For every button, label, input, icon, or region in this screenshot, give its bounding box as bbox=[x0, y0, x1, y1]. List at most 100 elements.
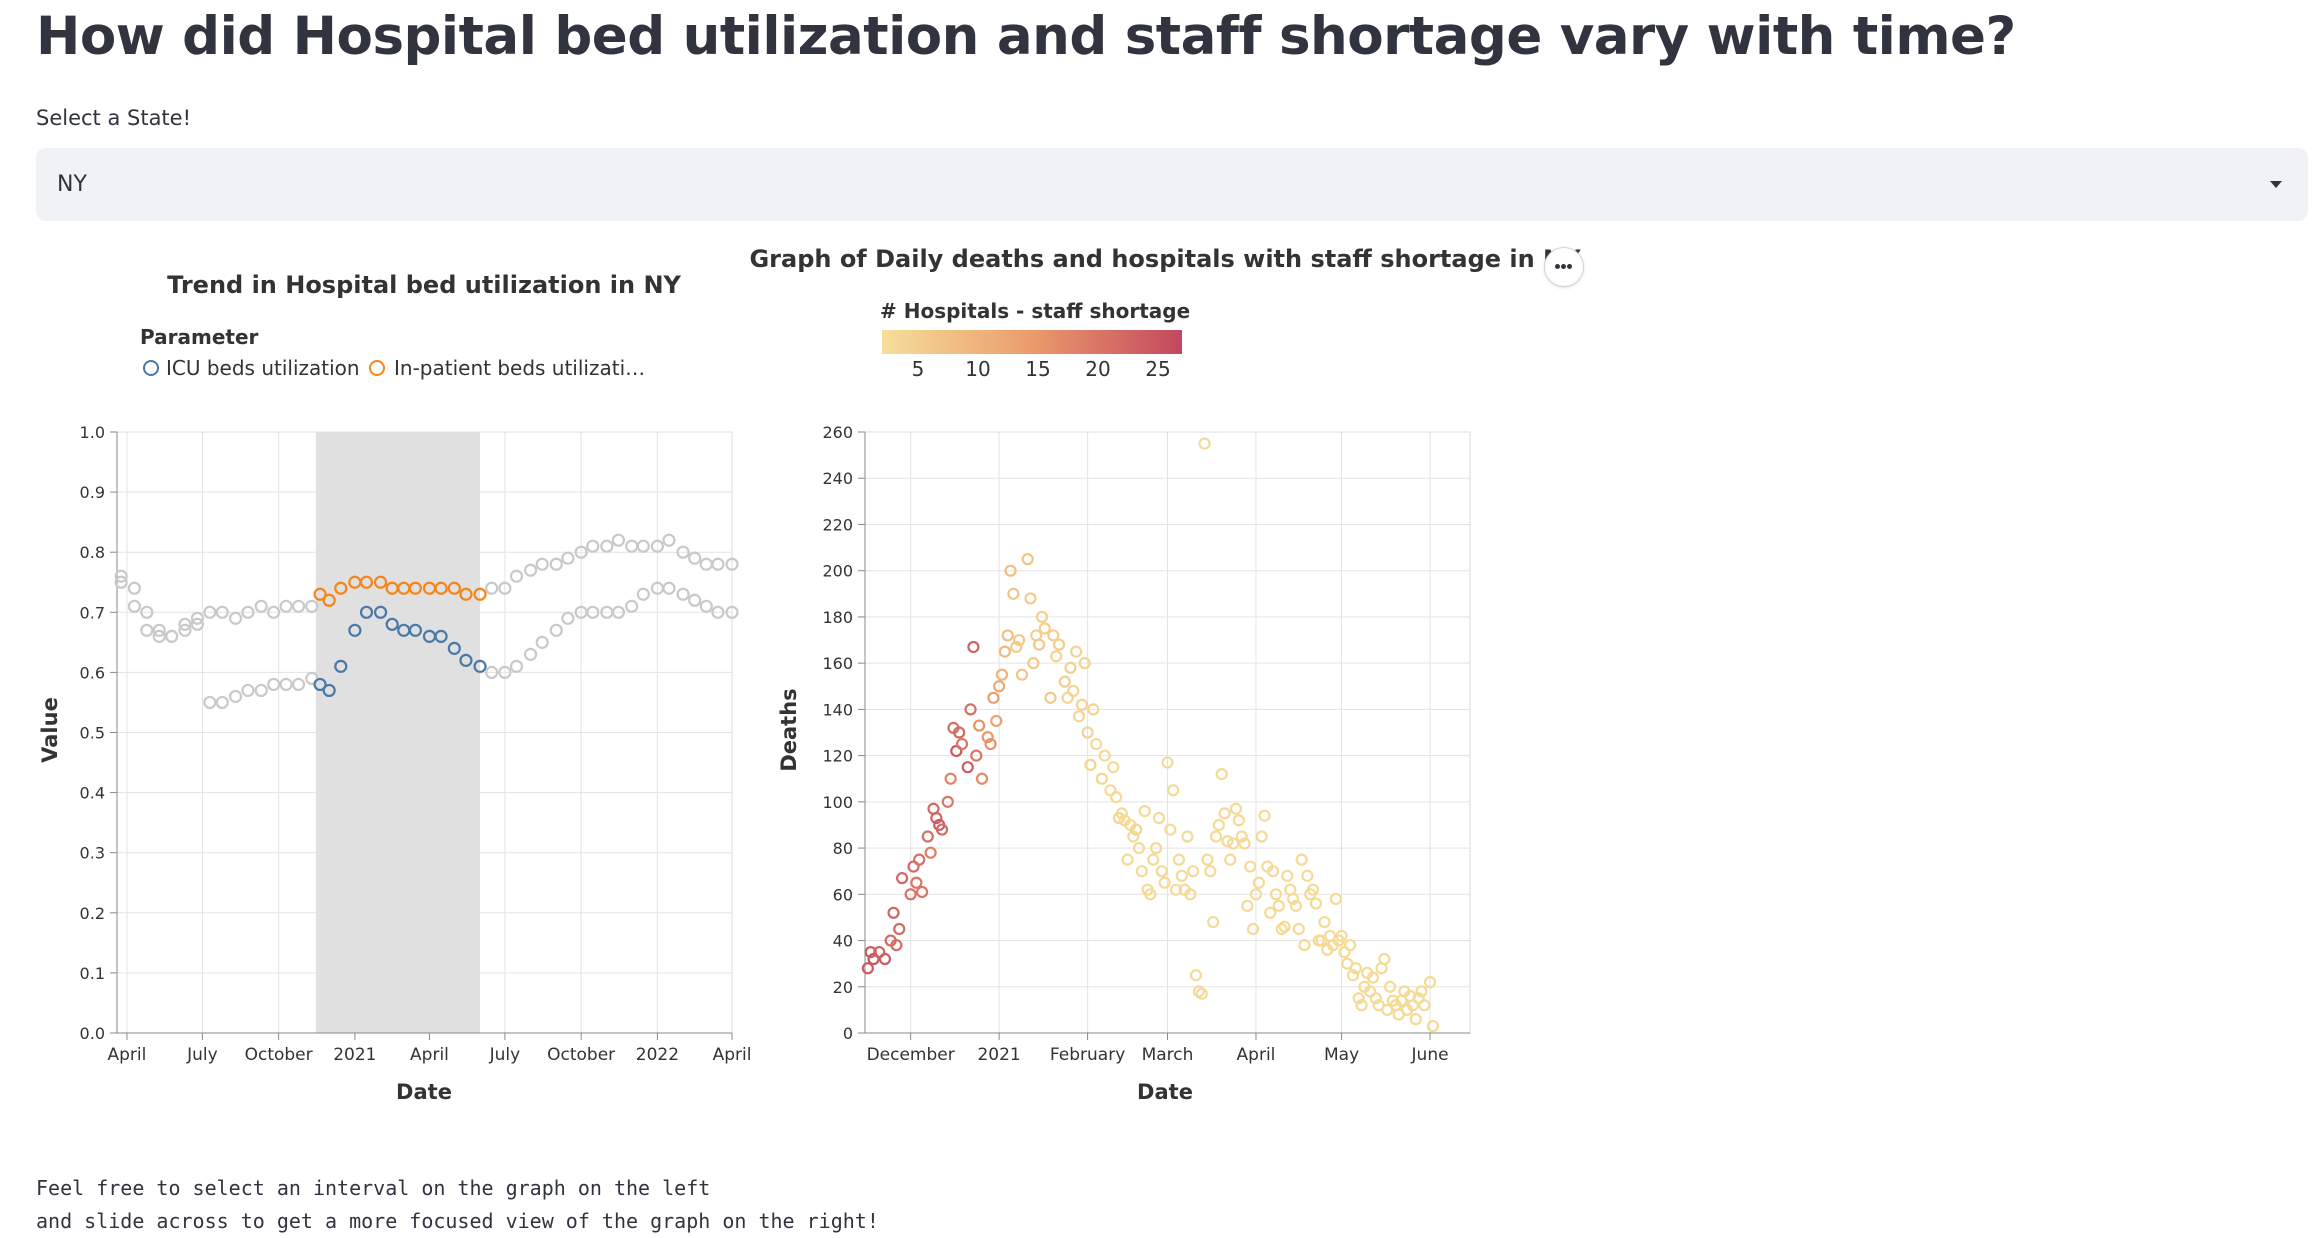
point-inpatient bbox=[574, 545, 588, 559]
point-icu bbox=[549, 623, 563, 637]
point-icu bbox=[373, 605, 388, 619]
point-inpatient bbox=[215, 605, 229, 619]
point-inpatient bbox=[447, 581, 461, 595]
point-inpatient bbox=[114, 569, 128, 583]
point-icu bbox=[291, 677, 306, 692]
x-tick-label: April bbox=[410, 1045, 449, 1065]
point-icu bbox=[434, 629, 448, 643]
point-inpatient bbox=[625, 539, 639, 553]
instructions-text: Feel free to select an interval on the g… bbox=[36, 1172, 879, 1238]
point-icu bbox=[190, 617, 204, 631]
y-tick-label: 0.0 bbox=[80, 1024, 105, 1043]
point-inpatient bbox=[254, 599, 268, 613]
point-inpatient bbox=[699, 557, 713, 571]
point-inpatient bbox=[127, 581, 142, 595]
point-icu bbox=[305, 671, 319, 686]
point-inpatient bbox=[636, 539, 650, 553]
legend-marker-icu bbox=[143, 360, 159, 376]
point-icu bbox=[114, 575, 128, 589]
x-tick-label: 2021 bbox=[333, 1045, 376, 1065]
y-tick-label: 0.8 bbox=[80, 543, 105, 562]
more-options-button[interactable] bbox=[1544, 247, 1584, 287]
chevron-down-icon bbox=[2270, 181, 2282, 188]
point-icu bbox=[625, 599, 639, 613]
legend-label-inpatient[interactable]: In-patient beds utilizati… bbox=[394, 356, 645, 380]
instructions-line-2: and slide across to get a more focused v… bbox=[36, 1209, 879, 1233]
point-icu bbox=[485, 665, 499, 680]
x-tick-label: 2022 bbox=[636, 1045, 679, 1065]
y-tick-label: 0.4 bbox=[80, 784, 105, 803]
point-inpatient bbox=[586, 539, 600, 553]
y-tick-label: 0.5 bbox=[80, 724, 105, 743]
point-inpatient bbox=[373, 575, 388, 589]
point-inpatient bbox=[498, 581, 512, 595]
point-inpatient bbox=[267, 605, 281, 619]
point-inpatient bbox=[334, 581, 348, 595]
point-inpatient bbox=[662, 533, 676, 547]
point-icu bbox=[140, 623, 154, 637]
point-icu bbox=[498, 665, 512, 680]
point-icu bbox=[473, 659, 487, 673]
point-inpatient bbox=[561, 551, 575, 565]
point-inpatient bbox=[611, 533, 626, 547]
point-icu bbox=[636, 587, 650, 601]
point-inpatient bbox=[228, 611, 243, 625]
point-icu bbox=[279, 677, 293, 692]
point-inpatient bbox=[359, 575, 374, 589]
point-inpatient bbox=[473, 587, 487, 601]
point-icu bbox=[662, 581, 676, 595]
point-icu bbox=[178, 623, 192, 637]
page-title: How did Hospital bed utilization and sta… bbox=[36, 6, 2016, 67]
point-icu bbox=[711, 605, 725, 619]
point-icu bbox=[322, 683, 336, 698]
point-inpatient bbox=[408, 581, 422, 595]
interval-selection[interactable] bbox=[315, 432, 481, 1033]
point-icu bbox=[215, 695, 229, 710]
y-axis-label: Value bbox=[38, 697, 62, 763]
y-tick-label: 0.7 bbox=[80, 603, 105, 622]
point-inpatient bbox=[485, 581, 499, 595]
point-inpatient bbox=[279, 599, 293, 613]
point-inpatient bbox=[523, 563, 538, 577]
legend-label-icu[interactable]: ICU beds utilization bbox=[166, 356, 360, 380]
point-inpatient bbox=[650, 539, 665, 553]
point-icu bbox=[535, 635, 549, 649]
point-icu bbox=[688, 593, 702, 607]
point-inpatient bbox=[688, 551, 702, 565]
x-tick-label: April bbox=[713, 1045, 752, 1065]
point-icu bbox=[523, 647, 538, 661]
point-icu bbox=[127, 599, 142, 613]
point-icu bbox=[228, 689, 243, 704]
point-icu bbox=[359, 605, 374, 619]
x-tick-label: October bbox=[245, 1045, 313, 1065]
point-icu bbox=[586, 605, 600, 619]
point-icu bbox=[725, 605, 739, 619]
point-inpatient bbox=[600, 539, 614, 553]
point-icu bbox=[408, 623, 422, 637]
point-icu bbox=[334, 659, 348, 673]
point-inpatient bbox=[203, 605, 217, 619]
x-tick-label: July bbox=[489, 1045, 521, 1065]
point-inpatient bbox=[509, 569, 524, 583]
point-inpatient bbox=[140, 605, 154, 619]
point-inpatient bbox=[241, 605, 255, 619]
point-icu bbox=[459, 653, 473, 667]
chart-title: Trend in Hospital bed utilization in NY bbox=[167, 271, 681, 299]
point-inpatient bbox=[535, 557, 549, 571]
point-icu bbox=[509, 659, 524, 673]
point-inpatient bbox=[190, 611, 204, 625]
point-icu bbox=[611, 605, 626, 619]
state-select[interactable]: NY bbox=[36, 148, 2308, 221]
point-inpatient bbox=[711, 557, 725, 571]
point-inpatient bbox=[549, 557, 563, 571]
point-inpatient bbox=[152, 623, 166, 637]
point-icu bbox=[241, 683, 255, 698]
point-inpatient bbox=[459, 587, 473, 601]
point-icu bbox=[561, 611, 575, 625]
point-icu bbox=[152, 629, 166, 643]
point-inpatient bbox=[322, 593, 336, 607]
point-icu bbox=[203, 695, 217, 710]
point-icu bbox=[447, 641, 461, 655]
point-icu bbox=[267, 677, 281, 692]
